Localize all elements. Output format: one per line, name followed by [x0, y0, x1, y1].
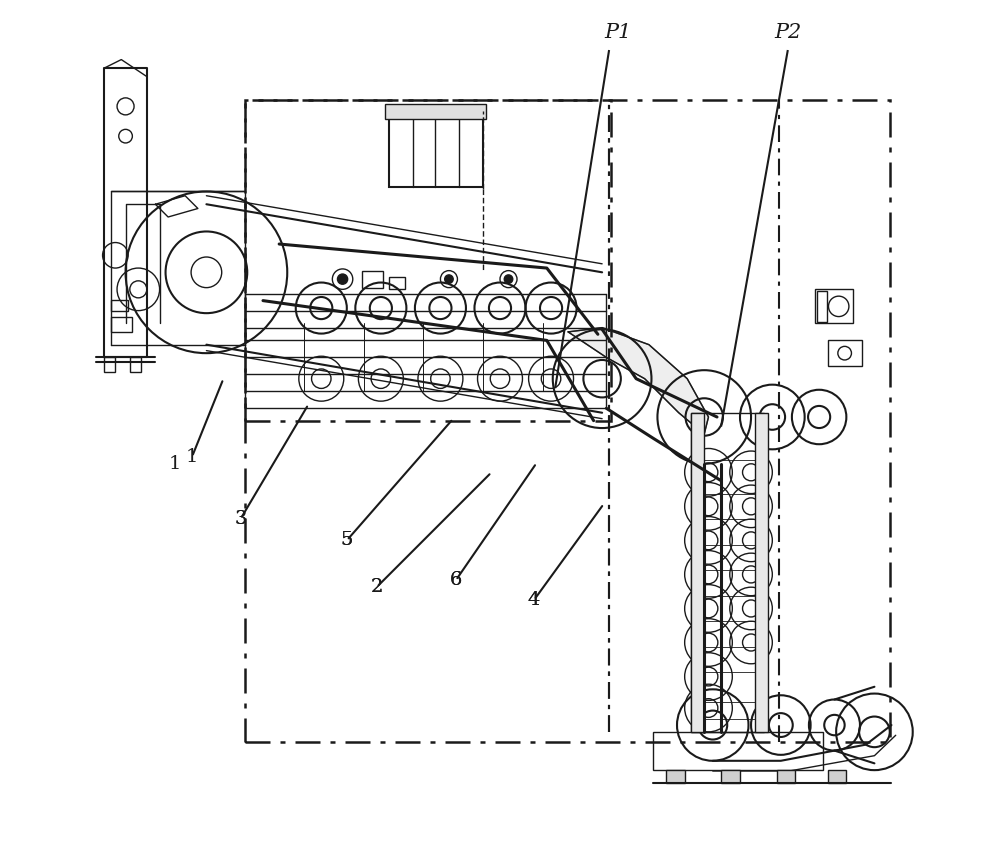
Bar — [815, 289, 853, 323]
Text: 1: 1 — [186, 448, 198, 466]
Bar — [828, 340, 862, 366]
Text: P2: P2 — [774, 23, 801, 42]
Circle shape — [445, 275, 453, 283]
Bar — [362, 271, 383, 288]
Polygon shape — [568, 328, 708, 434]
Text: 2: 2 — [370, 578, 383, 597]
Text: 4: 4 — [528, 591, 540, 609]
Bar — [721, 770, 740, 783]
Text: 2: 2 — [370, 578, 383, 597]
Bar — [389, 277, 405, 289]
Bar — [385, 104, 486, 119]
Circle shape — [337, 274, 348, 284]
Text: 6: 6 — [450, 571, 462, 590]
Text: 4: 4 — [528, 591, 540, 609]
Bar — [130, 357, 141, 372]
Bar — [755, 413, 768, 732]
Bar — [777, 770, 795, 783]
Bar — [111, 317, 132, 332]
Bar — [245, 100, 611, 421]
Text: P1: P1 — [604, 23, 631, 42]
Text: 5: 5 — [341, 531, 353, 550]
Text: 5: 5 — [341, 531, 353, 550]
Text: 6: 6 — [450, 571, 462, 590]
Text: 3: 3 — [234, 510, 247, 528]
Bar — [389, 115, 483, 187]
Bar — [691, 413, 704, 732]
Text: 1: 1 — [169, 454, 181, 473]
Bar — [666, 770, 685, 783]
Bar — [245, 100, 890, 742]
Text: 3: 3 — [234, 510, 247, 528]
Bar — [104, 357, 115, 372]
Bar — [817, 291, 827, 322]
Bar — [691, 413, 764, 732]
Bar — [828, 770, 846, 783]
Circle shape — [504, 275, 513, 283]
Bar — [111, 300, 128, 311]
Bar — [653, 732, 823, 770]
